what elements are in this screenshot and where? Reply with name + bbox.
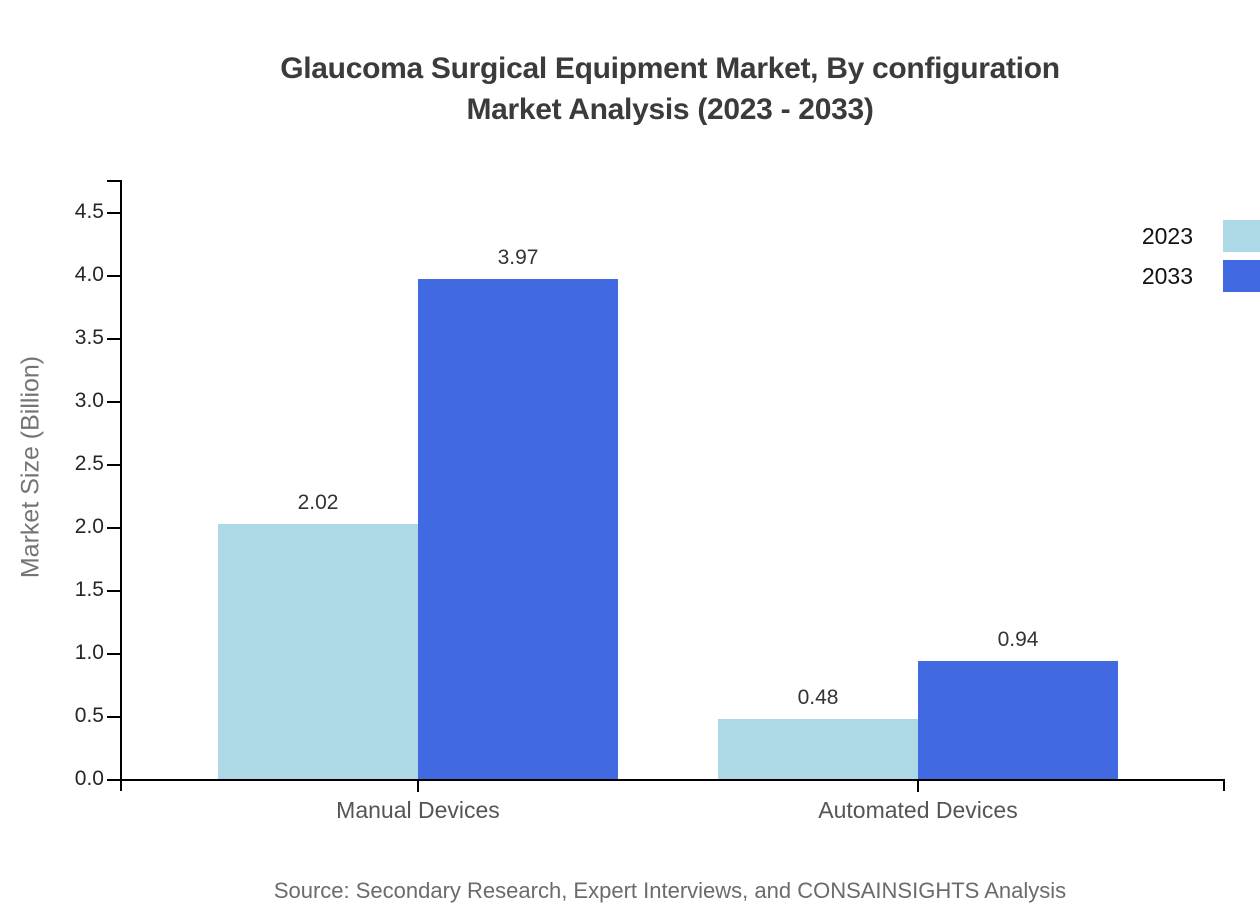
- chart-title-line2: Market Analysis (2023 - 2033): [466, 93, 874, 126]
- y-tick-label: 2.0: [74, 515, 104, 538]
- x-category-label: Manual Devices: [336, 797, 500, 823]
- y-tick-mark: [107, 401, 120, 403]
- bar-2023-manual-devices: [218, 524, 418, 779]
- bar-value-label: 0.94: [997, 628, 1039, 651]
- legend-swatch: [1223, 260, 1260, 292]
- bar-value-label: 3.97: [497, 246, 539, 269]
- chart-title-line1: Glaucoma Surgical Equipment Market, By c…: [280, 52, 1060, 85]
- x-tick-mark: [417, 781, 419, 792]
- y-tick-mark: [107, 275, 120, 277]
- plot-area: 0.0 0.5 1.0 1.5 2.0 2.5 3.0 3.5 4.0 4.5 Manual Dev…: [75, 180, 1225, 823]
- x-category-label: Automated Devices: [818, 797, 1018, 823]
- y-tick-mark: [107, 590, 120, 592]
- y-tick-label: 0.0: [74, 767, 104, 790]
- legend-label: 2033: [1141, 262, 1193, 289]
- y-tick-mark: [107, 212, 120, 214]
- y-axis-spine: [120, 180, 122, 791]
- y-tick-label: 0.5: [74, 704, 104, 727]
- y-tick-mark: [107, 779, 120, 781]
- legend-swatch: [1223, 220, 1260, 252]
- legend-row-2033: 2033: [1142, 260, 1260, 292]
- legend-label: 2023: [1141, 222, 1193, 249]
- bar-2033-manual-devices: [418, 279, 618, 779]
- y-tick-mark: [107, 527, 120, 529]
- bar-value-label: 2.02: [297, 491, 339, 514]
- y-axis-end-cap: [107, 180, 122, 182]
- y-tick-mark: [107, 716, 120, 718]
- bar-2023-automated-devices: [718, 719, 918, 779]
- y-tick-label: 1.5: [74, 578, 104, 601]
- bar-value-label: 0.48: [797, 686, 839, 709]
- y-tick-label: 4.5: [74, 200, 104, 223]
- x-axis-spine: [120, 779, 1225, 781]
- y-tick-mark: [107, 338, 120, 340]
- x-axis-end-cap: [1223, 781, 1225, 791]
- y-tick-label: 3.0: [74, 389, 104, 412]
- source-note: Source: Secondary Research, Expert Inter…: [273, 878, 1067, 903]
- y-tick-label: 2.5: [74, 452, 104, 475]
- x-tick-mark: [917, 781, 919, 792]
- legend-row-2023: 2023: [1142, 220, 1260, 252]
- y-tick-label: 3.5: [74, 326, 104, 349]
- y-tick-mark: [107, 464, 120, 466]
- y-tick-mark: [107, 653, 120, 655]
- y-tick-label: 4.0: [74, 263, 104, 286]
- bar-2033-automated-devices: [918, 661, 1118, 779]
- legend: 2023 2033: [1142, 220, 1260, 300]
- chart-title: Glaucoma Surgical Equipment Market, By c…: [80, 48, 1260, 130]
- y-tick-label: 1.0: [74, 641, 104, 664]
